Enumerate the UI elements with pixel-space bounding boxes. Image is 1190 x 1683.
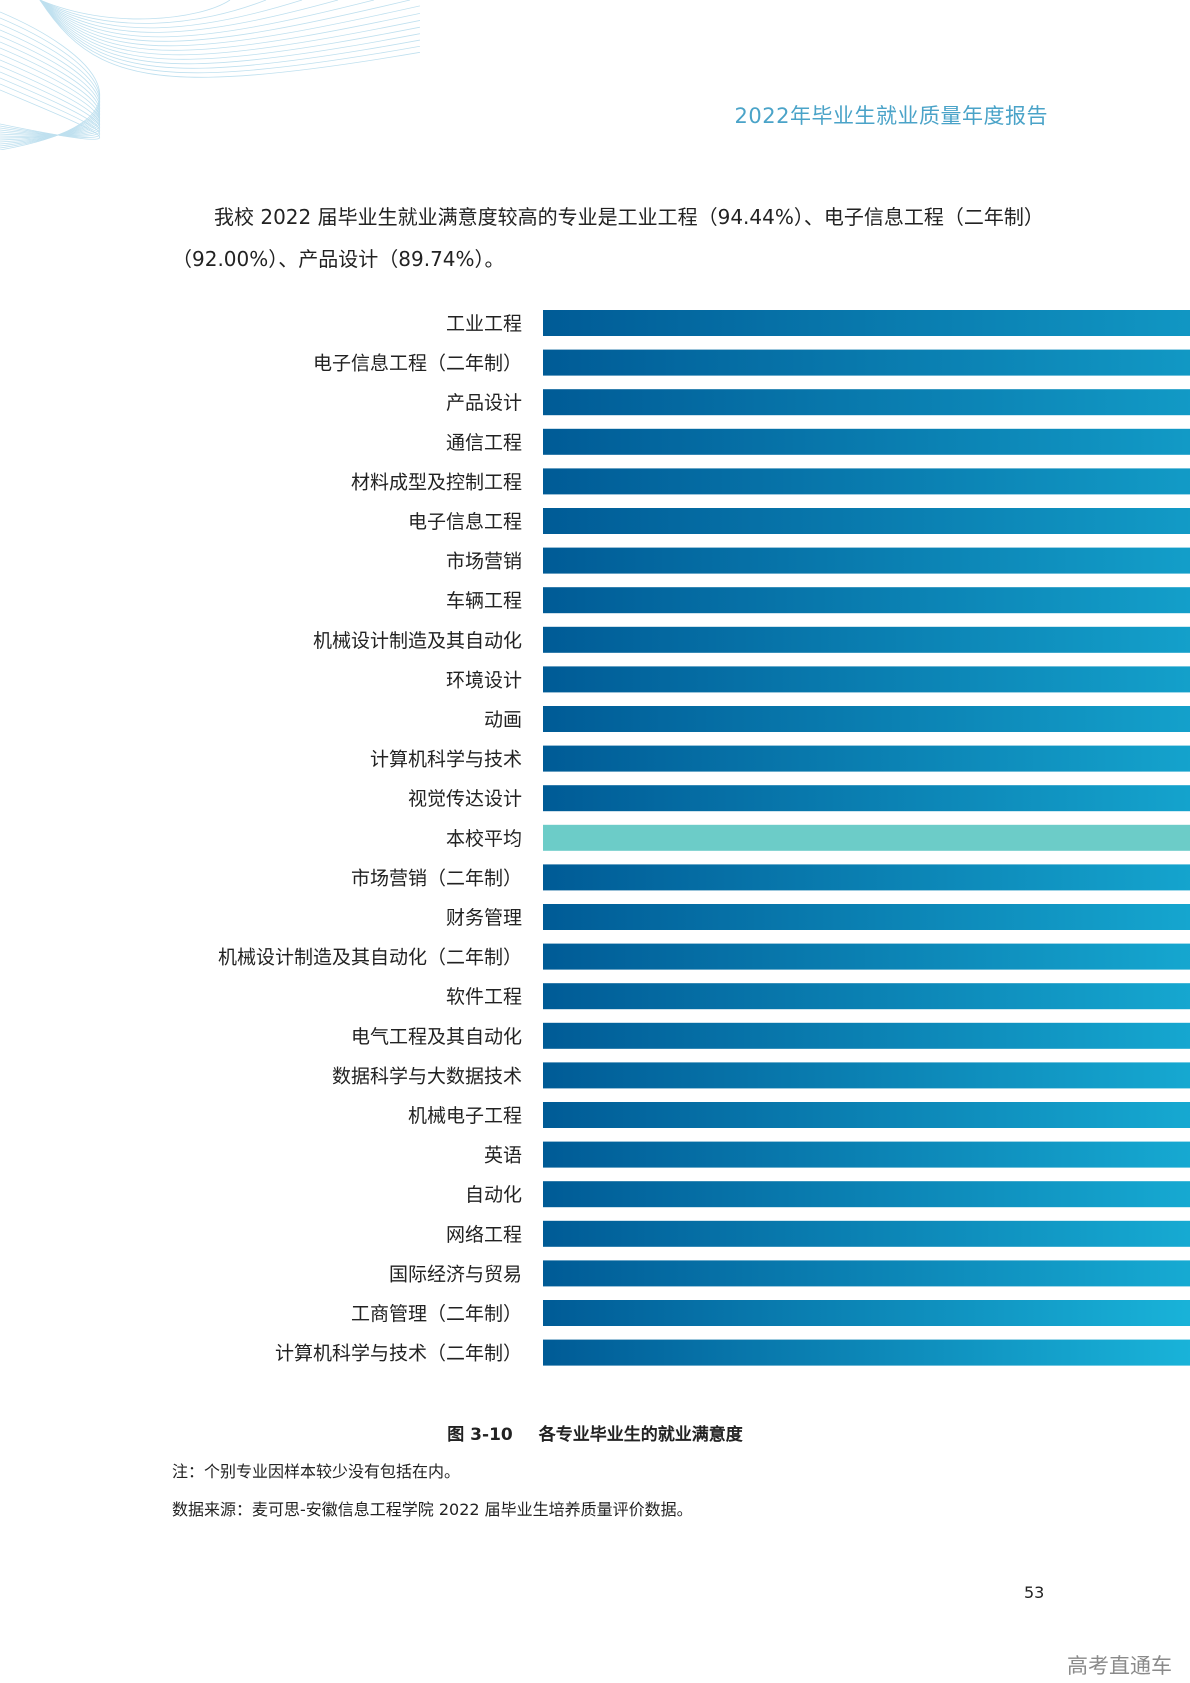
bar xyxy=(543,666,1190,693)
bar xyxy=(543,389,1190,416)
category-label: 软件工程 xyxy=(446,986,522,1008)
wave-line xyxy=(0,0,420,140)
bar xyxy=(543,1339,1190,1366)
bar xyxy=(543,706,1190,732)
bar xyxy=(543,1022,1190,1049)
category-label: 自动化 xyxy=(465,1184,522,1206)
category-label: 机械设计制造及其自动化 xyxy=(313,630,522,652)
figure-caption: 图 3-10 各专业毕业生的就业满意度 xyxy=(0,1420,1190,1445)
bar xyxy=(543,1260,1190,1287)
category-label: 数据科学与大数据技术 xyxy=(332,1065,522,1087)
figure-note: 注：个别专业因样本较少没有包括在内。 xyxy=(172,1462,461,1481)
category-label: 动画 xyxy=(484,709,522,731)
bar xyxy=(543,626,1190,653)
data-source: 数据来源：麦可思-安徽信息工程学院 2022 届毕业生培养质量评价数据。 xyxy=(172,1500,693,1519)
category-label: 机械设计制造及其自动化（二年制） xyxy=(218,947,522,969)
category-label: 通信工程 xyxy=(446,432,522,454)
bar xyxy=(543,785,1190,812)
wave-line xyxy=(0,0,420,139)
bar xyxy=(543,1102,1190,1128)
bar xyxy=(543,1181,1190,1208)
bar xyxy=(543,508,1190,534)
page-number: 53 xyxy=(1024,1583,1045,1602)
bar xyxy=(543,428,1190,455)
bar xyxy=(543,1141,1190,1168)
category-label: 英语 xyxy=(484,1145,522,1167)
intro-paragraph: 我校 2022 届毕业生就业满意度较高的专业是工业工程（94.44%）、电子信息… xyxy=(172,205,1044,271)
bar xyxy=(543,983,1190,1010)
bar xyxy=(543,587,1190,614)
bar xyxy=(543,1300,1190,1326)
category-label: 财务管理 xyxy=(446,907,522,929)
category-label: 电气工程及其自动化 xyxy=(351,1026,522,1048)
category-label: 工业工程 xyxy=(446,313,522,335)
bar xyxy=(543,864,1190,891)
bar xyxy=(543,349,1190,376)
watermark-text: 高考直通车 xyxy=(1067,1654,1172,1678)
category-label: 产品设计 xyxy=(446,392,522,414)
average-bar xyxy=(543,824,1190,851)
figure-number: 图 3-10 xyxy=(447,1425,513,1445)
bar xyxy=(543,1220,1190,1247)
wave-line xyxy=(0,0,303,147)
category-label: 电子信息工程（二年制） xyxy=(313,353,522,375)
category-label: 本校平均 xyxy=(446,828,522,850)
report-header-title: 2022年毕业生就业质量年度报告 xyxy=(734,104,1048,128)
figure-title: 各专业毕业生的就业满意度 xyxy=(538,1425,743,1445)
category-label: 计算机科学与技术 xyxy=(370,749,522,771)
bar xyxy=(543,468,1190,495)
category-label: 视觉传达设计 xyxy=(408,788,522,810)
category-label: 机械电子工程 xyxy=(408,1105,522,1127)
bar xyxy=(543,745,1190,772)
category-label: 电子信息工程 xyxy=(408,511,522,533)
category-label: 市场营销 xyxy=(446,551,522,573)
category-label: 计算机科学与技术（二年制） xyxy=(275,1343,522,1365)
bar xyxy=(543,547,1190,574)
decorative-wave-lines xyxy=(0,0,420,150)
bar xyxy=(543,943,1190,970)
category-label: 市场营销（二年制） xyxy=(351,867,522,889)
wave-line xyxy=(0,0,267,149)
bar xyxy=(543,904,1190,930)
category-label: 环境设计 xyxy=(446,669,522,691)
bar xyxy=(543,310,1190,336)
category-label: 工商管理（二年制） xyxy=(351,1303,522,1325)
category-label: 网络工程 xyxy=(446,1224,522,1246)
bar xyxy=(543,1062,1190,1089)
category-label: 国际经济与贸易 xyxy=(389,1263,522,1285)
category-label: 材料成型及控制工程 xyxy=(351,471,522,493)
category-label: 车辆工程 xyxy=(446,590,522,612)
satisfaction-bar-chart: 工业工程94.44%电子信息工程（二年制）92.00%产品设计89.74%通信工… xyxy=(218,310,1190,1366)
